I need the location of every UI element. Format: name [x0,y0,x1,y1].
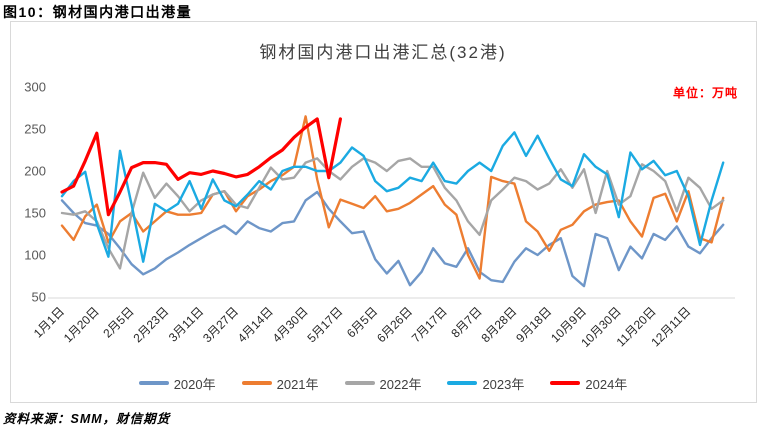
legend-label: 2022年 [379,376,422,392]
legend-label: 2024年 [585,376,628,392]
legend-label: 2023年 [482,376,525,392]
y-tick-label: 100 [24,248,46,263]
y-tick-label: 300 [24,80,46,95]
legend-item-2021年: 2021年 [241,374,319,393]
series-line-2024年 [60,117,342,217]
x-tick-label: 5月17日 [304,304,345,345]
x-tick-label: 4月30日 [270,304,311,345]
legend-label: 2021年 [276,376,319,392]
x-tick-label: 3月11日 [166,304,206,344]
legend-swatch [550,381,581,385]
series-line-2023年 [60,131,725,263]
legend-item-2020年: 2020年 [138,374,216,393]
x-tick-label: 1月20日 [61,304,102,345]
chart-title: 钢材国内港口出港汇总(32港) [259,43,507,62]
chart-panel [10,21,757,403]
legend-swatch [241,381,272,385]
x-tick-label: 4月14日 [235,304,276,345]
x-tick-label: 6月26日 [374,304,415,345]
y-tick-label: 50 [32,290,46,305]
x-tick-label: 7月17日 [409,304,450,345]
legend-item-2023年: 2023年 [447,374,524,393]
series-line-2022年 [60,157,725,270]
legend-label: 2020年 [173,376,216,392]
x-tick-label: 8月28日 [478,304,519,345]
legend-item-2024年: 2024年 [550,374,627,393]
series-line-2021年 [60,115,725,280]
legend-swatch [447,381,478,385]
source-note: 资料来源：SMM，财信期货 [3,412,171,426]
legend-item-2022年: 2022年 [344,374,422,393]
x-tick-label: 9月18日 [513,304,554,345]
chart-legend: 2020年 2021年 2022年 2023年 2024年 [0,374,766,392]
x-tick-label: 3月27日 [200,304,241,345]
legend-swatch [138,381,169,385]
legend-swatch [344,381,375,385]
series-line-2020年 [60,190,725,288]
figure-caption: 图10：钢材国内港口出港量 [3,4,193,20]
x-tick-label: 2月23日 [130,304,171,345]
y-tick-label: 250 [24,122,46,137]
y-tick-label: 150 [24,206,46,221]
y-tick-label: 200 [24,164,46,179]
unit-label: 单位：万吨 [672,86,738,100]
